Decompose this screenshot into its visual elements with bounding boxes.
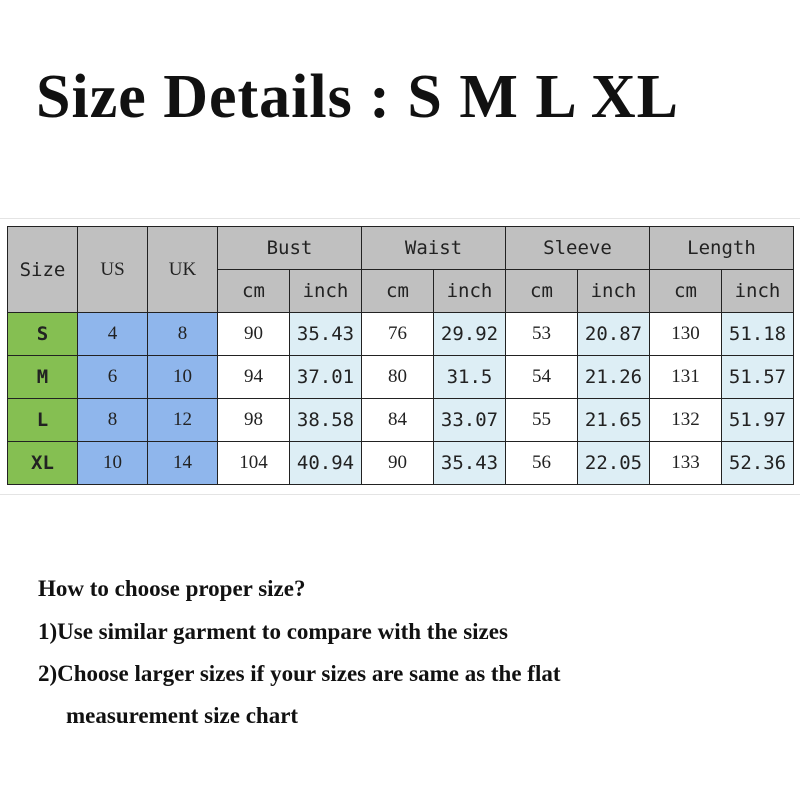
cm-cell: 53 — [505, 312, 578, 356]
inch-cell: 35.43 — [433, 441, 506, 485]
cm-cell: 98 — [217, 398, 290, 442]
unit-cm: cm — [649, 269, 722, 313]
inch-cell: 31.5 — [433, 355, 506, 399]
inch-cell: 51.18 — [721, 312, 794, 356]
inch-cell: 37.01 — [289, 355, 362, 399]
inch-cell: 21.26 — [577, 355, 650, 399]
header-waist: Waist — [361, 226, 506, 270]
uk-cell: 14 — [147, 441, 218, 485]
cm-cell: 130 — [649, 312, 722, 356]
cm-cell: 54 — [505, 355, 578, 399]
header-size: Size — [7, 226, 78, 313]
us-cell: 10 — [77, 441, 148, 485]
cm-cell: 90 — [217, 312, 290, 356]
cm-cell: 104 — [217, 441, 290, 485]
us-cell: 6 — [77, 355, 148, 399]
background-gridline — [0, 218, 800, 219]
uk-cell: 10 — [147, 355, 218, 399]
size-cell: M — [7, 355, 78, 399]
unit-inch: inch — [433, 269, 506, 313]
unit-row: cm inch cm inch cm inch cm inch — [8, 269, 794, 313]
unit-cm: cm — [505, 269, 578, 313]
cm-cell: 76 — [361, 312, 434, 356]
tip-2-line-2: measurement size chart — [66, 703, 299, 728]
uk-cell: 8 — [147, 312, 218, 356]
header-row: Size US UK Bust Waist Sleeve Length — [7, 226, 794, 313]
notes-heading: How to choose proper size? — [38, 576, 306, 601]
unit-inch: inch — [289, 269, 362, 313]
inch-cell: 52.36 — [721, 441, 794, 485]
background-gridline — [0, 494, 800, 495]
size-chart-table: Size US UK Bust Waist Sleeve Length cm i… — [7, 226, 794, 485]
cm-cell: 55 — [505, 398, 578, 442]
us-cell: 4 — [77, 312, 148, 356]
size-cell: S — [7, 312, 78, 356]
header-uk: UK — [147, 226, 218, 313]
size-cell: L — [7, 398, 78, 442]
tip-2-line-1: 2)Choose larger sizes if your sizes are … — [38, 661, 561, 686]
size-cell: XL — [7, 441, 78, 485]
inch-cell: 51.57 — [721, 355, 794, 399]
cm-cell: 133 — [649, 441, 722, 485]
table-row: XL 10 14 104 40.94 90 35.43 56 22.05 133 52.36 — [7, 441, 794, 485]
inch-cell: 33.07 — [433, 398, 506, 442]
header-sleeve: Sleeve — [505, 226, 650, 270]
inch-cell: 35.43 — [289, 312, 362, 356]
unit-cm: cm — [217, 269, 290, 313]
cm-cell: 84 — [361, 398, 434, 442]
unit-inch: inch — [577, 269, 650, 313]
inch-cell: 20.87 — [577, 312, 650, 356]
cm-cell: 94 — [217, 355, 290, 399]
header-us: US — [77, 226, 148, 313]
cm-cell: 131 — [649, 355, 722, 399]
inch-cell: 21.65 — [577, 398, 650, 442]
unit-cm: cm — [361, 269, 434, 313]
table-row: L 8 12 98 38.58 84 33.07 55 21.65 132 51.97 — [7, 398, 794, 442]
table-row: S 4 8 90 35.43 76 29.92 53 20.87 130 51.18 — [7, 312, 794, 356]
inch-cell: 51.97 — [721, 398, 794, 442]
inch-cell: 40.94 — [289, 441, 362, 485]
inch-cell: 38.58 — [289, 398, 362, 442]
header-bust: Bust — [217, 226, 362, 270]
cm-cell: 90 — [361, 441, 434, 485]
page-title: Size Details : S M L XL — [36, 63, 679, 131]
inch-cell: 29.92 — [433, 312, 506, 356]
unit-inch: inch — [721, 269, 794, 313]
inch-cell: 22.05 — [577, 441, 650, 485]
tip-1: 1)Use similar garment to compare with th… — [38, 619, 508, 644]
table-row: M 6 10 94 37.01 80 31.5 54 21.26 131 51.57 — [7, 355, 794, 399]
header-length: Length — [649, 226, 794, 270]
cm-cell: 132 — [649, 398, 722, 442]
cm-cell: 56 — [505, 441, 578, 485]
us-cell: 8 — [77, 398, 148, 442]
cm-cell: 80 — [361, 355, 434, 399]
uk-cell: 12 — [147, 398, 218, 442]
